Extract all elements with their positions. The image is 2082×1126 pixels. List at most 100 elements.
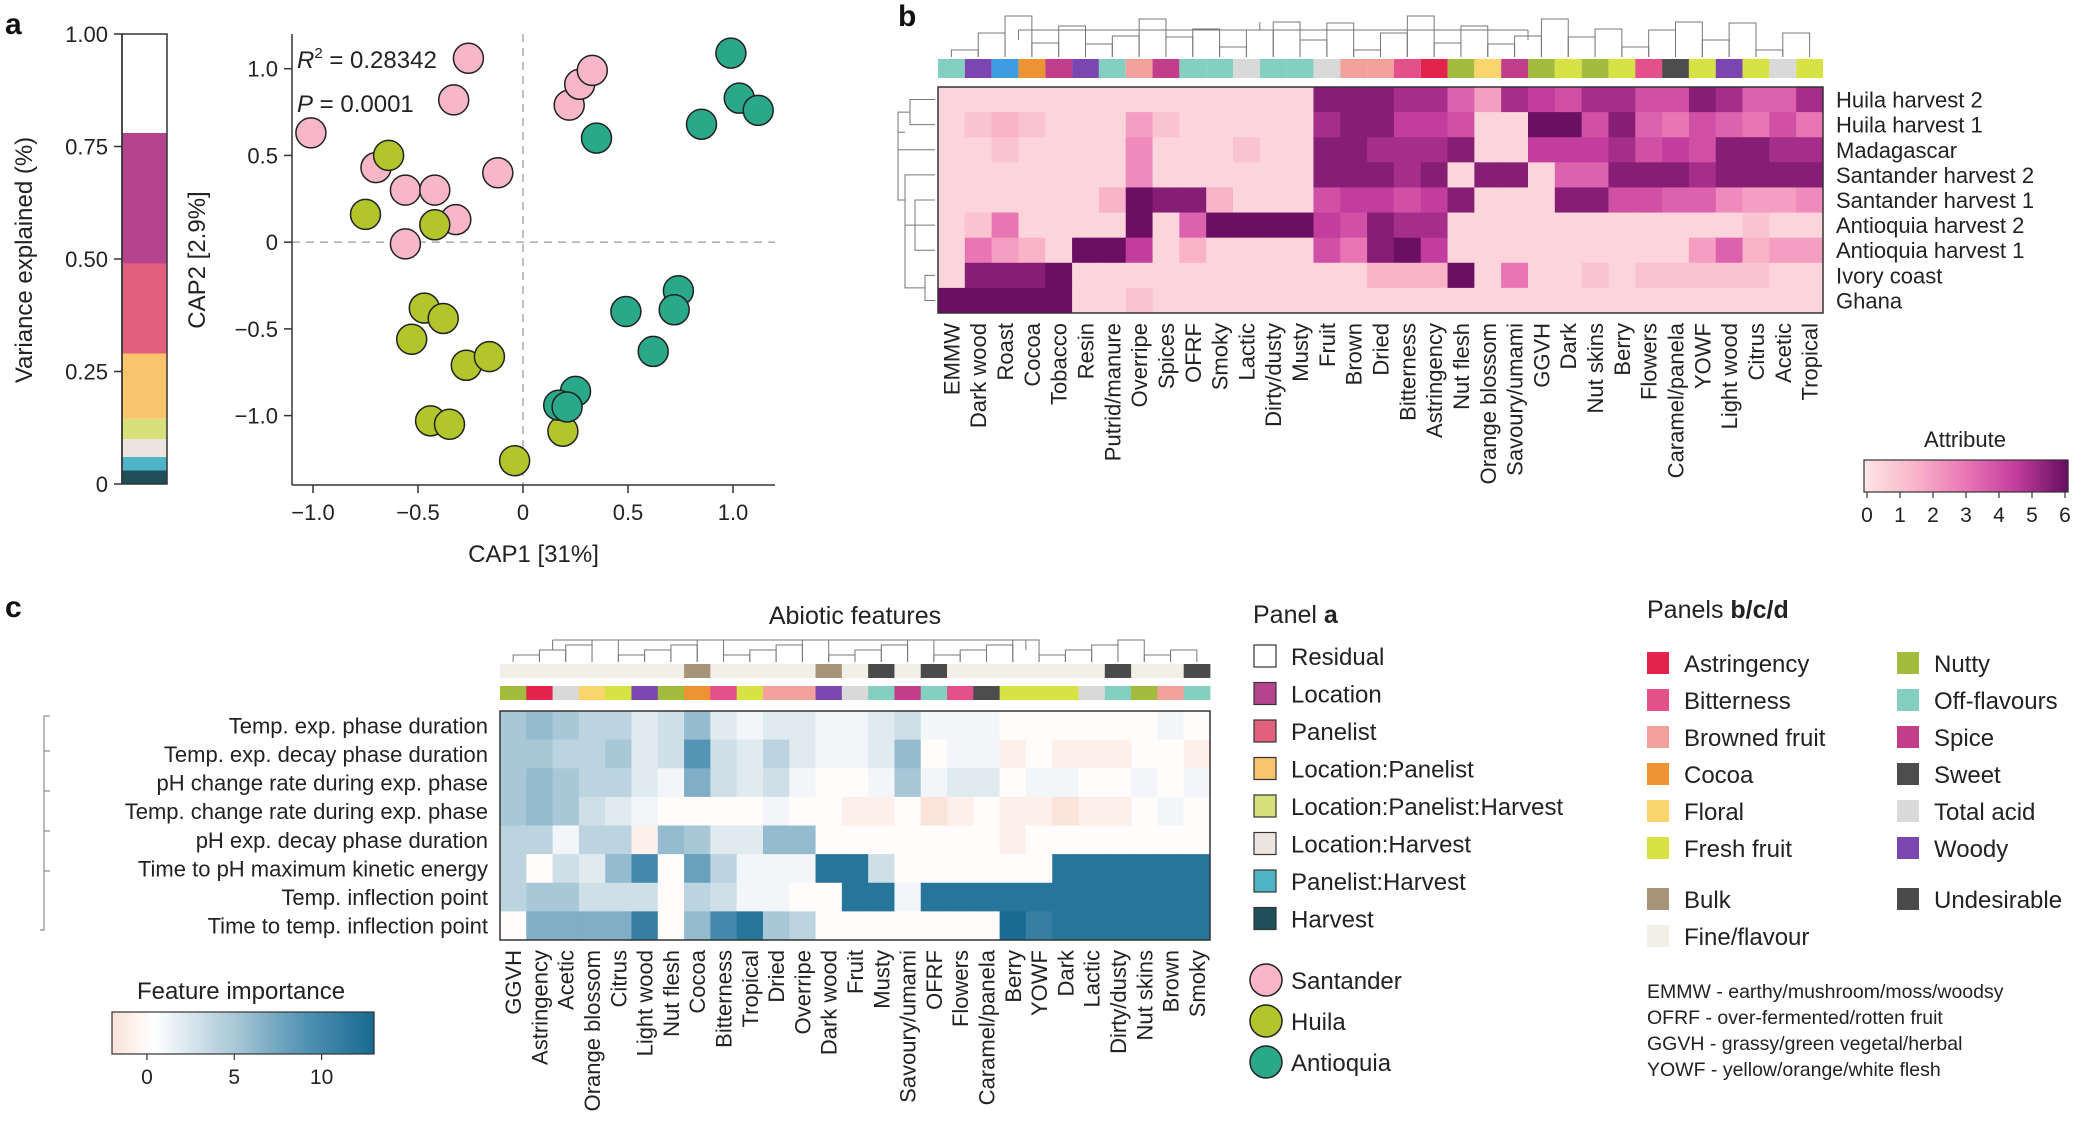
heatmap-cell [973, 768, 1001, 798]
heatmap-cell [1152, 237, 1180, 264]
heatmap-cell [1078, 911, 1106, 941]
tick-label: 1.0 [718, 500, 749, 525]
heatmap-cell [868, 739, 895, 769]
heatmap-cell [762, 854, 790, 884]
colorbar-title: Attribute [1924, 427, 2006, 452]
heatmap-cell [789, 796, 817, 826]
legend-swatch [1253, 831, 1277, 856]
heatmap-cell [1340, 287, 1368, 314]
column-group-cell [1072, 59, 1099, 78]
heatmap-cell [500, 854, 527, 884]
colorbar-segment [2064, 460, 2069, 492]
colorbar-segment [347, 1012, 353, 1054]
heatmap-cell [657, 796, 685, 826]
heatmap-cell [684, 796, 711, 826]
heatmap-cell [1340, 137, 1368, 163]
dendrogram-branch [617, 654, 646, 662]
column-group-cell [1662, 59, 1689, 78]
legend-item-label: Browned fruit [1684, 725, 1826, 752]
heatmap-cell [578, 711, 606, 741]
dendrogram-branch [1594, 28, 1623, 57]
colorbar-segment [343, 1012, 349, 1054]
dendrogram-branch [898, 131, 935, 226]
data-point-santander [419, 174, 451, 206]
column-label: OFRF [922, 950, 947, 1010]
heatmap-cell [736, 768, 764, 798]
heatmap-cell [1662, 87, 1690, 113]
legend-item-label: Huila [1291, 1009, 1346, 1036]
legend-swatch [1647, 689, 1669, 711]
quality-cell [1157, 664, 1185, 678]
legend-item-label: Nutty [1934, 651, 1990, 678]
legend-swatch [1647, 800, 1669, 822]
heatmap-cell [1581, 137, 1609, 163]
colorbar-segment [291, 1012, 296, 1054]
heatmap-cell [1286, 112, 1314, 138]
heatmap-cell [631, 911, 659, 941]
dendrogram-branch [1038, 654, 1066, 662]
bar-segment [122, 38, 167, 133]
heatmap-cell [1157, 768, 1185, 798]
colorbar-segment [1989, 460, 1994, 492]
colorbar-segment [1908, 460, 1913, 492]
heatmap-cell [1340, 187, 1368, 214]
dendrogram-branch [1192, 28, 1221, 57]
colorbar-segment [112, 1012, 117, 1054]
column-group-cell [991, 59, 1019, 78]
heatmap-cell [920, 825, 948, 855]
quality-cell [789, 664, 816, 678]
colorbar-segment [2027, 460, 2032, 492]
data-point-antioquia [580, 122, 613, 154]
heatmap-cell [920, 768, 948, 798]
heatmap-cell [1715, 212, 1744, 239]
heatmap-cell [1286, 162, 1314, 188]
heatmap-cell [868, 825, 895, 855]
heatmap-cell [1393, 287, 1422, 314]
colorbar-segment [1877, 460, 1882, 492]
heatmap-cell [1608, 137, 1636, 163]
category-cell [736, 686, 764, 700]
heatmap-cell [868, 854, 895, 884]
heatmap-cell [1259, 87, 1288, 113]
legend-title: Panels b/c/d [1647, 596, 1789, 624]
heatmap-cell [1554, 237, 1583, 264]
heatmap-cell [1635, 287, 1663, 314]
heatmap-cell [999, 768, 1027, 798]
category-cell [1078, 686, 1106, 700]
heatmap-cell [1688, 162, 1717, 188]
heatmap-cell [1796, 187, 1824, 214]
colorbar-segment [2003, 460, 2008, 492]
colorbar-segment [339, 1012, 345, 1054]
heatmap-cell [1045, 187, 1073, 214]
colorbar-segment [208, 1012, 214, 1054]
legend-swatch [1647, 726, 1669, 748]
heatmap-cell [1742, 87, 1770, 113]
category-cell [684, 686, 711, 700]
heatmap-cell [1393, 262, 1422, 289]
heatmap-cell [552, 768, 580, 798]
heatmap-cell [815, 911, 843, 941]
category-cell [920, 686, 948, 700]
heatmap-cell [1715, 137, 1744, 163]
heatmap-cell [1104, 768, 1132, 798]
column-label: Orange blossom [1476, 323, 1501, 484]
heatmap-cell [1715, 162, 1744, 188]
heatmap-cell [605, 854, 632, 884]
heatmap-cell [1688, 112, 1717, 138]
heatmap-cell [500, 739, 527, 769]
heatmap-cell [1125, 287, 1154, 314]
heatmap-cell [947, 739, 974, 769]
heatmap-cell [1183, 711, 1211, 741]
heatmap-cell [631, 768, 659, 798]
column-group-cell [1045, 59, 1073, 78]
heatmap-cell [1045, 162, 1073, 188]
column-label: Astringency [527, 950, 552, 1065]
heatmap-cell [1313, 212, 1341, 239]
heatmap-cell [1447, 212, 1475, 239]
colorbar-segment [1938, 460, 1943, 492]
heatmap-cell [1742, 237, 1770, 264]
heatmap-cell [947, 911, 974, 941]
dendrogram-branch [40, 715, 50, 931]
heatmap-cell [1420, 237, 1449, 264]
heatmap-cell [964, 237, 993, 264]
